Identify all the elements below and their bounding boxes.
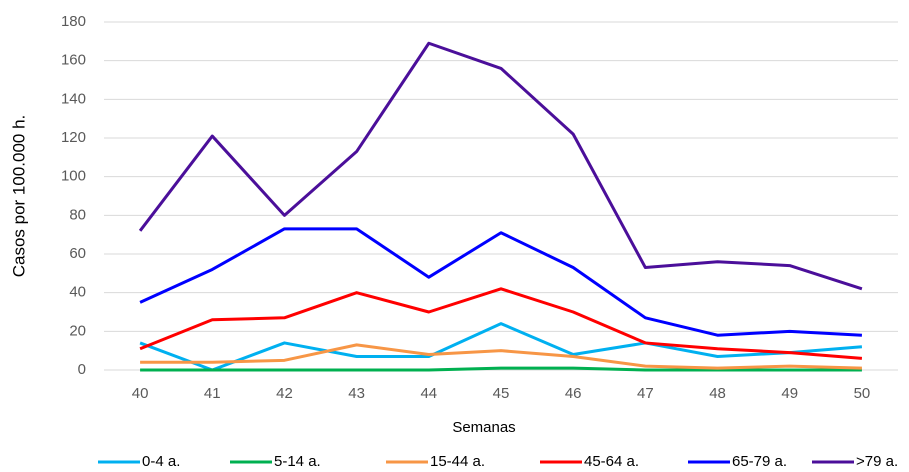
series-line — [139, 287, 863, 360]
legend-label: 45-64 a. — [584, 453, 639, 470]
series-line — [139, 227, 862, 337]
legend-label: 5-14 a. — [274, 453, 321, 470]
y-tick-label: 40 — [69, 284, 86, 301]
legend-label: >79 a. — [856, 453, 898, 470]
series-line — [140, 366, 862, 372]
legend-label: 15-44 a. — [430, 453, 485, 470]
y-tick-label: 60 — [69, 245, 86, 262]
x-tick-label: 46 — [565, 385, 582, 402]
x-tick-label: 43 — [348, 385, 365, 402]
x-tick-label: 50 — [854, 385, 871, 402]
x-axis-title: Semanas — [452, 419, 515, 436]
y-tick-label: 160 — [61, 52, 86, 69]
x-tick-label: 48 — [709, 385, 726, 402]
series-line — [139, 322, 863, 372]
y-tick-label: 0 — [78, 361, 86, 378]
x-tick-label: 45 — [493, 385, 510, 402]
legend-label: 65-79 a. — [732, 453, 787, 470]
legend-label: 0-4 a. — [142, 453, 180, 470]
x-tick-label: 41 — [204, 385, 221, 402]
y-tick-label: 140 — [61, 90, 86, 107]
x-tick-label: 49 — [781, 385, 798, 402]
y-tick-label: 120 — [61, 129, 86, 146]
series-line — [138, 41, 863, 291]
x-tick-label: 40 — [132, 385, 149, 402]
x-tick-label: 47 — [637, 385, 654, 402]
x-tick-label: 42 — [276, 385, 293, 402]
y-tick-label: 80 — [69, 206, 86, 223]
y-tick-label: 100 — [61, 168, 86, 185]
series-line — [140, 343, 862, 370]
y-axis-title: Casos por 100.000 h. — [9, 115, 28, 278]
y-tick-label: 20 — [69, 322, 86, 339]
y-tick-label: 180 — [61, 13, 86, 30]
x-tick-label: 44 — [420, 385, 437, 402]
